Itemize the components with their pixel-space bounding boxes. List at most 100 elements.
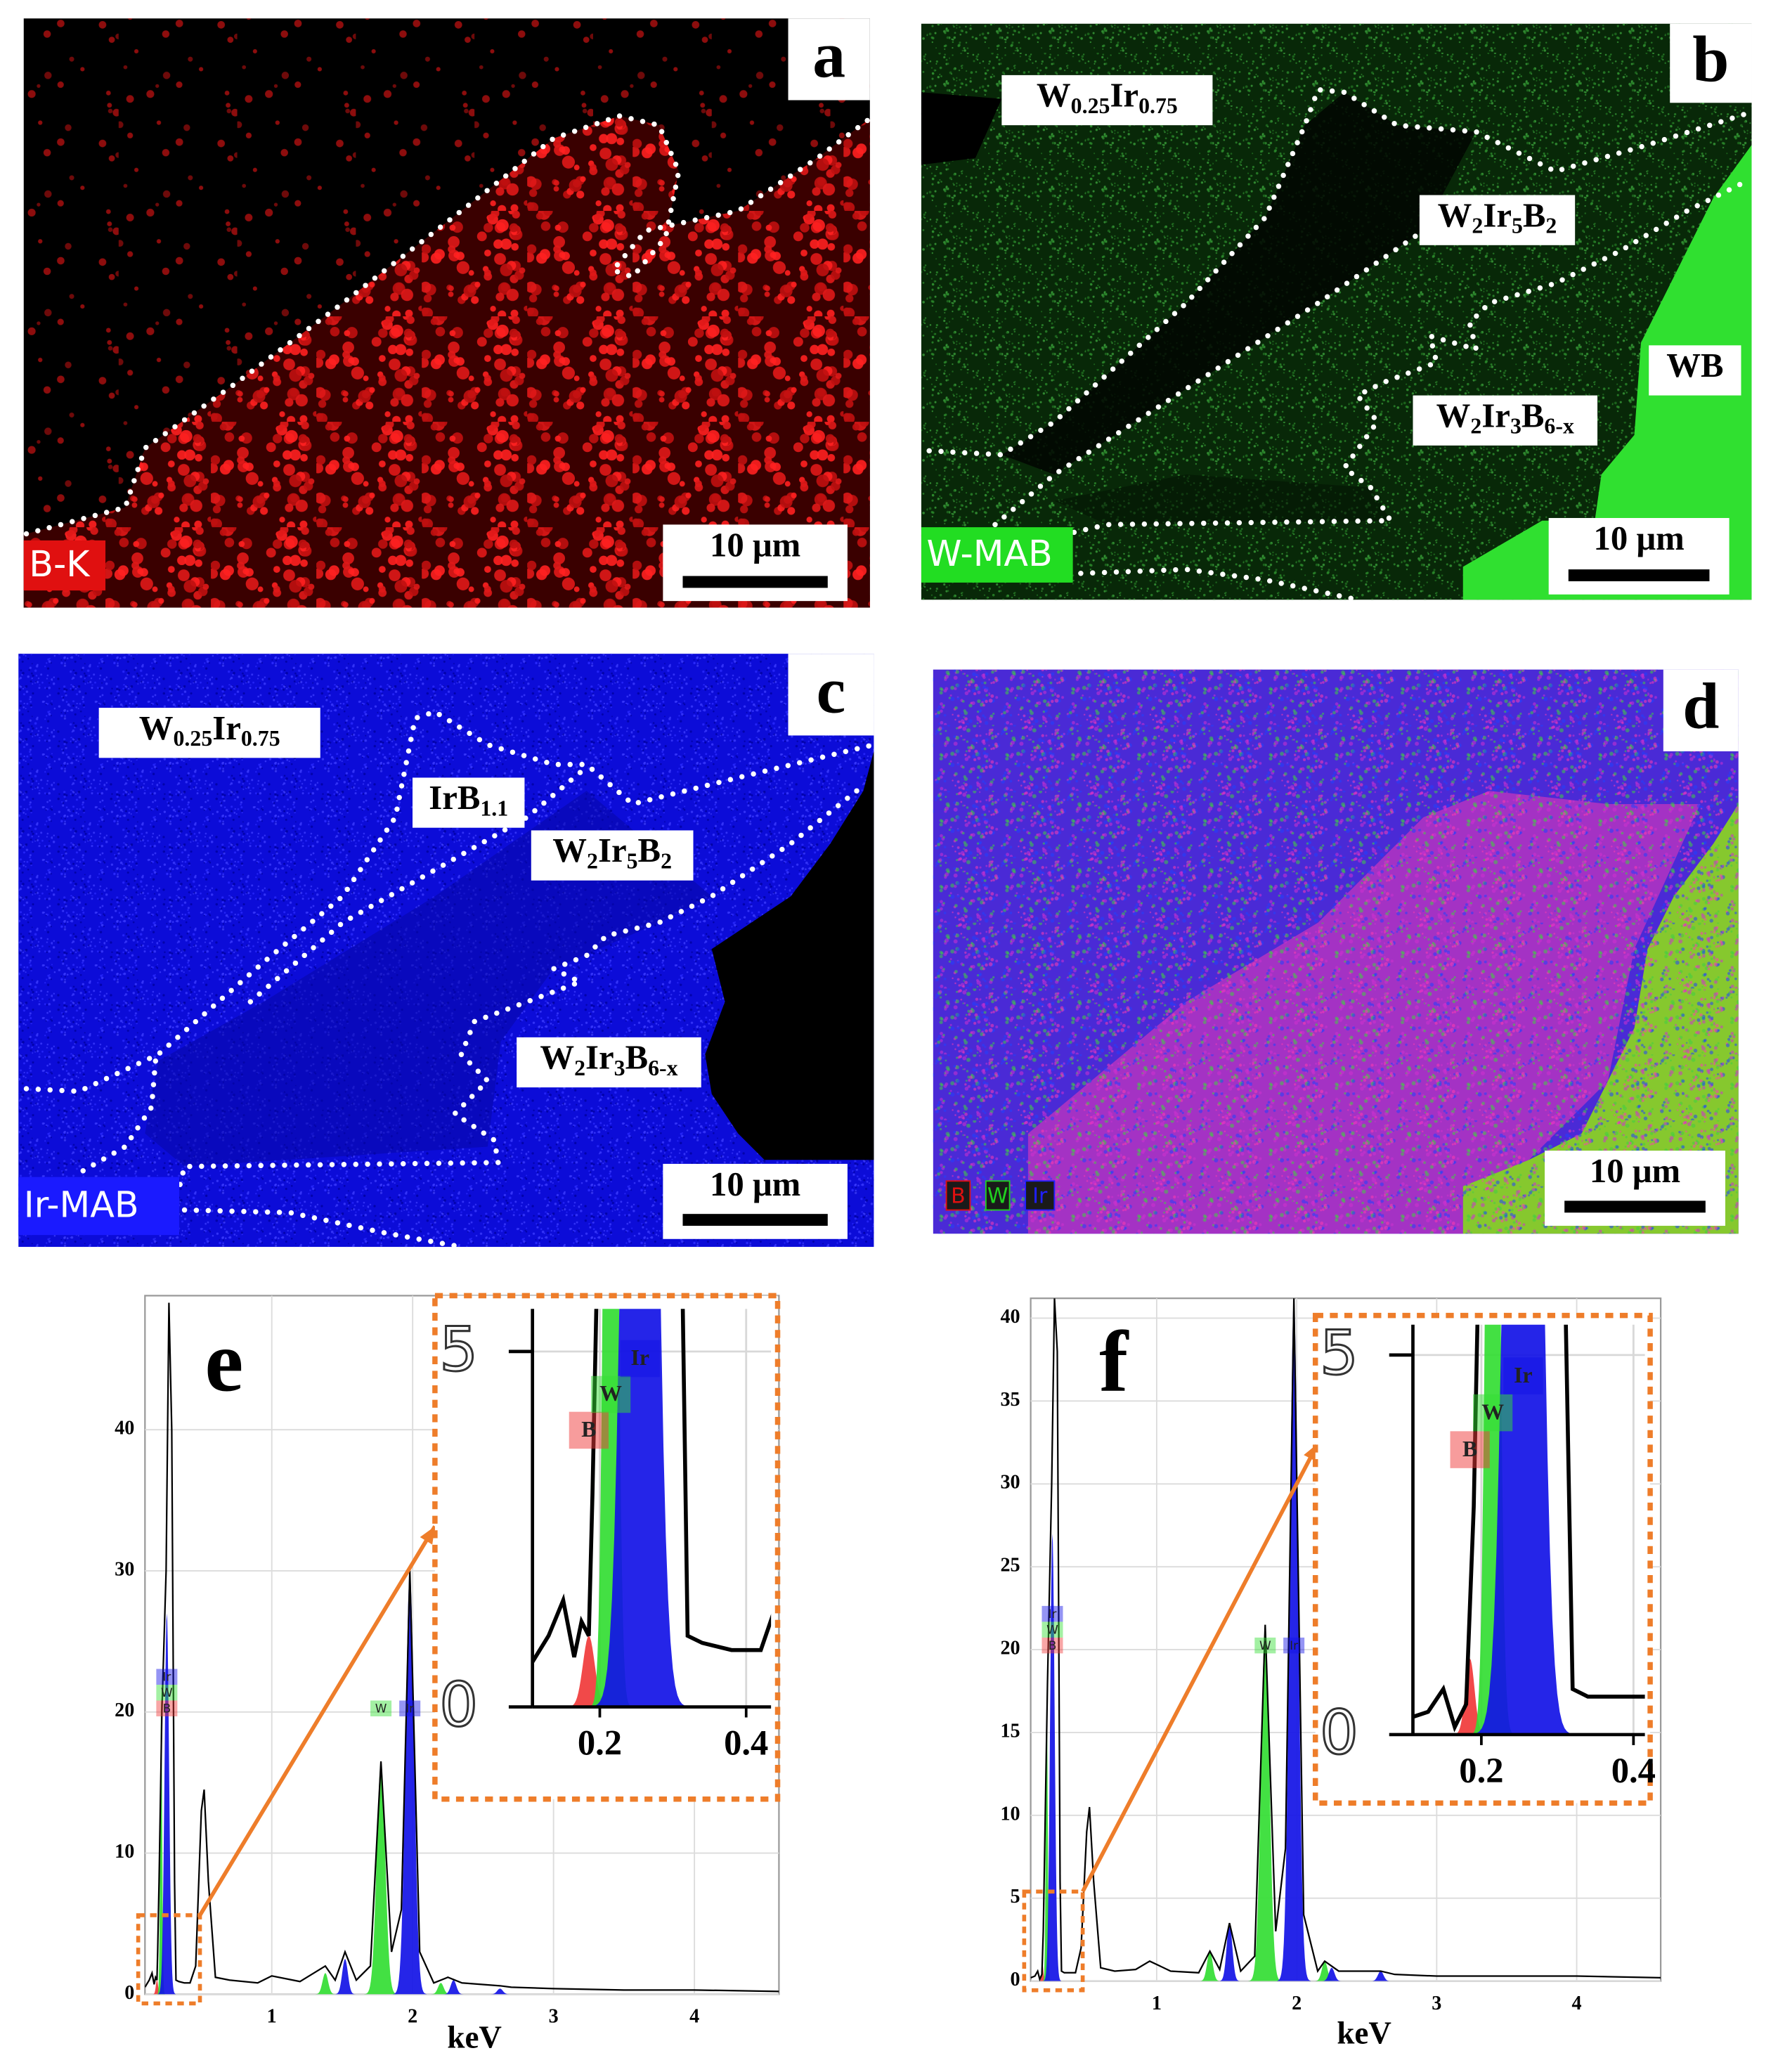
inset-y-tick-label: 0 [439,1671,478,1741]
phase-element: IrB [429,779,480,817]
phase-element: W [1438,196,1472,234]
element-peak [593,1309,687,1707]
phase-element: Ir [1483,196,1512,234]
y-tick-label: 10 [115,1841,134,1863]
dark-region [1001,92,1477,475]
panel-letter: f [1099,1314,1129,1410]
map-label-box [18,1177,180,1236]
phase-subscript: 2 [1472,214,1483,238]
phase-label: W2Ir5B2 [1438,196,1557,238]
y-tick-label: 10 [1000,1803,1020,1825]
phase-label-box [517,1037,701,1088]
scale-bar-label: 10 μm [710,1165,800,1203]
x-tick-label: 1 [1152,1993,1162,2014]
phase-subscript: 3 [1510,414,1521,439]
panel-letter: a [812,19,845,92]
x-axis-label: keV [1337,2016,1391,2051]
phase-subscript: 2 [1470,414,1481,439]
inset-peak-label-box [569,1411,609,1449]
panel-letter: d [1682,670,1719,743]
peak-label: B [1049,1638,1057,1652]
legend-swatch [1025,1180,1056,1211]
phase-subscript: 5 [627,849,638,874]
panel-letter-box [788,18,870,101]
inset-peak-label-box [620,1340,660,1378]
scale-bar-label: 10 μm [1590,1152,1680,1190]
peak-label-box [1042,1637,1063,1654]
phase-element: B [1521,397,1545,435]
peak-label-box [1254,1637,1276,1654]
phase-label: W2Ir3B6-x [1436,397,1574,439]
x-tick-label: 1 [267,2006,277,2028]
panel-c-overlay: cIr-MAB 10 μmW0.25Ir0.75IrB1.1W2Ir5B2W2Ir… [18,654,874,1239]
dark-region [921,92,1002,165]
plot-body [1030,1298,1661,1981]
y-tick-label: 20 [1000,1637,1020,1659]
element-peak [1451,1658,1488,1735]
dark-region [705,751,874,1160]
inset-x-tick-label: 0.4 [724,1723,768,1762]
phase-subscript: 6-x [1544,414,1574,439]
panel-d-image [933,669,1739,1234]
phase-boundary [181,1207,465,1250]
element-peak [1248,1624,1283,1981]
y-tick-label: 25 [1000,1555,1020,1576]
phase-label-box [1649,345,1741,396]
inset-x-tick-label: 0.2 [1459,1751,1503,1790]
inset-peak-label-box [590,1375,631,1413]
legend-swatch [945,1180,971,1211]
phase-subscript: 2 [1545,214,1557,238]
scale-bar [1568,569,1710,582]
x-tick-label: 3 [1432,1993,1441,2014]
inset-y-tick-label: 5 [439,1315,478,1385]
phase-element: W [139,709,174,747]
scale-bar-box [1548,518,1730,595]
plot-body [1413,1324,1645,1735]
phase-subscript: 0.75 [241,726,280,751]
x-tick-label: 3 [549,2006,559,2028]
element-peak [565,1636,613,1707]
phase-element: Ir [598,831,627,869]
phase-label: W0.25Ir0.75 [1037,77,1178,118]
inset-x-tick-label: 0.4 [1611,1751,1656,1790]
element-peak [1474,1324,1572,1735]
panel-letter-box [788,654,874,736]
phase-boundary [1065,181,1743,537]
legend-label: Ir [1032,1184,1048,1208]
element-peak [333,1959,357,1995]
inset-peak-label: W [599,1381,622,1406]
plot-body [145,1302,779,1995]
phase-label-box [531,830,694,881]
phase-element: Ir [212,709,241,747]
element-peak [442,1980,465,1995]
map-label-box [921,527,1073,583]
phase-element: B [638,831,661,869]
element-peak [152,1980,162,1995]
darker-region [145,791,712,1167]
zoom-arrow [198,1525,437,1917]
phase-label: WB [1666,347,1723,384]
phase-element: W [540,1039,574,1077]
y-tick-label: 0 [124,1982,134,2004]
y-tick-label: 40 [115,1418,134,1439]
inset-peak-label: B [1462,1437,1477,1461]
inset-peak-label-box [1472,1394,1513,1432]
panel-letter: c [817,654,846,727]
inset-peak-label-box [1450,1431,1490,1468]
phase-label: IrB1.1 [429,779,508,820]
inset-y-tick-label: 5 [1320,1319,1358,1389]
phase-subscript: 2 [574,1056,585,1080]
peak-label-box [156,1669,178,1685]
y-tick-label: 40 [1000,1306,1020,1328]
peak-label: Ir [1049,1607,1057,1621]
zoom-box [1022,1889,1085,1993]
map-label: W-MAB [926,533,1052,574]
y-tick-label: 30 [1000,1472,1020,1494]
legend-label: W [987,1184,1008,1208]
panel-letter-box [1670,23,1752,103]
element-peak [1313,1961,1336,1981]
dark-region [1054,474,1391,525]
peak-label: W [1046,1623,1058,1637]
phase-element: W [1436,397,1471,435]
